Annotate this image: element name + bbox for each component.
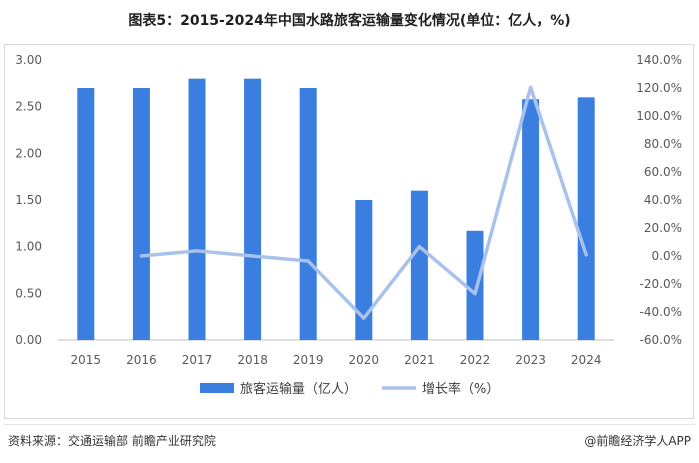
x-tick-label: 2021 <box>404 353 435 367</box>
bar <box>77 88 95 340</box>
footer-divider <box>4 424 695 425</box>
x-tick-label: 2015 <box>71 353 102 367</box>
y-right-tick-label: 0.0% <box>652 249 683 263</box>
legend-bar-label: 旅客运输量（亿人） <box>240 381 357 397</box>
x-tick-label: 2018 <box>237 353 268 367</box>
chart-title: 图表5：2015-2024年中国水路旅客运输量变化情况(单位：亿人，%) <box>128 13 571 29</box>
source-note: 资料来源：交通运输部 前瞻产业研究院 <box>8 434 216 448</box>
bar <box>244 78 262 341</box>
x-tick-label: 2024 <box>571 353 602 367</box>
bar <box>132 88 150 340</box>
bar <box>355 200 373 340</box>
y-left-tick-label: 0.00 <box>15 333 42 347</box>
x-tick-label: 2016 <box>126 353 157 367</box>
y-left-tick-label: 2.00 <box>15 146 42 160</box>
bar <box>410 190 428 340</box>
brand-note: @前瞻经济学人APP <box>584 434 691 448</box>
chart-frame <box>4 44 694 419</box>
y-right-tick-label: 60.0% <box>644 165 682 179</box>
y-right-tick-label: -40.0% <box>640 305 682 319</box>
y-right-tick-label: 120.0% <box>636 81 682 95</box>
y-right-tick-label: 100.0% <box>636 109 682 123</box>
bar <box>299 88 317 340</box>
bar <box>188 78 206 341</box>
x-tick-label: 2020 <box>349 353 380 367</box>
y-left-tick-label: 0.50 <box>15 286 42 300</box>
x-tick-label: 2022 <box>460 353 491 367</box>
legend-line-label: 增长率（%） <box>422 381 499 397</box>
y-right-tick-label: 40.0% <box>644 193 682 207</box>
bar <box>466 230 484 340</box>
y-right-tick-label: -60.0% <box>640 333 682 347</box>
bar <box>522 99 540 340</box>
bar <box>577 97 595 340</box>
y-left-tick-label: 2.50 <box>15 100 42 114</box>
x-tick-label: 2017 <box>182 353 213 367</box>
legend-bar-swatch <box>200 383 234 393</box>
y-right-tick-label: 140.0% <box>636 53 682 67</box>
y-left-tick-label: 1.50 <box>15 193 42 207</box>
x-tick-label: 2023 <box>515 353 546 367</box>
y-right-tick-label: -20.0% <box>640 277 682 291</box>
y-right-tick-label: 80.0% <box>644 137 682 151</box>
y-left-tick-label: 1.00 <box>15 240 42 254</box>
x-tick-label: 2019 <box>293 353 324 367</box>
y-right-tick-label: 20.0% <box>644 221 682 235</box>
y-left-tick-label: 3.00 <box>15 53 42 67</box>
